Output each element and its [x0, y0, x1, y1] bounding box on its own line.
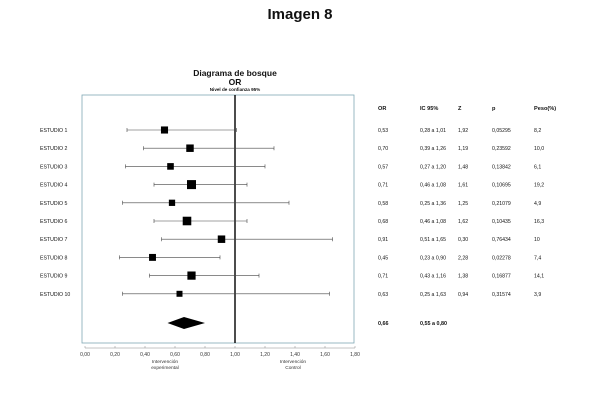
study-marker [176, 290, 183, 297]
table-cell: 0,45 [378, 255, 388, 261]
column-header: Peso(%) [534, 106, 556, 112]
chart-title-line1: Diagrama de bosque [193, 68, 277, 78]
table-cell: 0,25 a 1,36 [420, 201, 446, 207]
table-cell: 0,91 [378, 237, 388, 243]
table-cell: 0,39 a 1,26 [420, 146, 446, 152]
plot-frame [81, 94, 355, 344]
study-marker [168, 199, 176, 206]
pooled-ci: 0,55 a 0,80 [420, 321, 447, 327]
favours-left-label: Intervención [152, 359, 178, 365]
table-cell: 0,46 a 1,08 [420, 183, 446, 189]
table-cell: 0,16877 [492, 274, 511, 280]
table-cell: 0,13842 [492, 164, 511, 170]
table-cell: 19,2 [534, 183, 544, 189]
table-cell: 0,58 [378, 201, 388, 207]
study-label: ESTUDIO 1 [40, 128, 67, 134]
table-cell: 0,53 [378, 128, 388, 134]
table-cell: 0,23592 [492, 146, 511, 152]
x-tick-label: 0,60 [170, 352, 180, 358]
study-label: ESTUDIO 7 [40, 237, 67, 243]
study-marker [187, 180, 196, 190]
table-cell: 0,25 a 1,63 [420, 292, 446, 298]
x-tick-label: 1,80 [350, 352, 360, 358]
table-cell: 0,28 a 1,01 [420, 128, 446, 134]
study-marker [160, 126, 169, 134]
table-cell: 0,21079 [492, 201, 511, 207]
chart-title-line2: OR [228, 77, 242, 87]
study-marker [182, 216, 192, 226]
table-cell: 1,61 [458, 183, 468, 189]
x-tick-label: 1,40 [290, 352, 300, 358]
chart-title: Diagrama de bosque OR [160, 69, 310, 87]
study-label: ESTUDIO 2 [40, 146, 67, 152]
table-cell: 0,43 a 1,16 [420, 274, 446, 280]
table-cell: 4,9 [534, 201, 541, 207]
table-cell: 0,30 [458, 237, 468, 243]
table-cell: 0,05295 [492, 128, 511, 134]
favours-left-label: experimental [151, 365, 178, 371]
table-cell: 1,62 [458, 219, 468, 225]
table-cell: 0,10435 [492, 219, 511, 225]
pooled-diamond [167, 317, 205, 329]
table-cell: 0,23 a 0,90 [420, 255, 446, 261]
study-label: ESTUDIO 4 [40, 183, 67, 189]
study-marker [186, 144, 194, 152]
table-cell: 8,2 [534, 128, 541, 134]
page-title: Imagen 8 [267, 6, 333, 23]
table-cell: 0,71 [378, 274, 388, 280]
x-tick-label: 1,20 [260, 352, 270, 358]
column-header: IC 95% [420, 106, 438, 112]
table-cell: 0,57 [378, 164, 388, 170]
table-cell: 0,46 a 1,08 [420, 219, 446, 225]
table-cell: 0,94 [458, 292, 468, 298]
table-cell: 7,4 [534, 255, 541, 261]
column-header: p [492, 106, 496, 112]
table-cell: 0,31574 [492, 292, 511, 298]
study-marker [167, 163, 174, 170]
table-cell: 1,25 [458, 201, 468, 207]
chart-subtitle: Nivel de confianza 95% [209, 87, 261, 92]
study-label: ESTUDIO 8 [40, 255, 67, 261]
table-cell: 2,28 [458, 255, 468, 261]
table-cell: 0,02278 [492, 255, 511, 261]
study-label: ESTUDIO 6 [40, 219, 67, 225]
table-cell: 3,9 [534, 292, 541, 298]
table-cell: 14,1 [534, 274, 544, 280]
favours-right-label: Control [285, 365, 300, 371]
table-cell: 0,70 [378, 146, 388, 152]
study-label: ESTUDIO 10 [40, 292, 70, 298]
study-marker [149, 253, 156, 261]
table-cell: 0,71 [378, 183, 388, 189]
table-cell: 0,51 a 1,65 [420, 237, 446, 243]
study-marker [187, 271, 196, 280]
study-label: ESTUDIO 3 [40, 164, 67, 170]
table-cell: 1,48 [458, 164, 468, 170]
table-cell: 0,10695 [492, 183, 511, 189]
favours-right-label: Intervención [280, 359, 306, 365]
table-cell: 1,19 [458, 146, 468, 152]
study-label: ESTUDIO 5 [40, 201, 67, 207]
x-tick-label: 1,60 [320, 352, 330, 358]
column-header: Z [458, 106, 462, 112]
x-tick-label: 1,00 [230, 352, 240, 358]
table-cell: 6,1 [534, 164, 541, 170]
table-cell: 0,27 a 1,20 [420, 164, 446, 170]
x-tick-label: 0,80 [200, 352, 210, 358]
table-cell: 0,63 [378, 292, 388, 298]
x-tick-label: 0,00 [80, 352, 90, 358]
table-cell: 0,68 [378, 219, 388, 225]
x-tick-label: 0,40 [140, 352, 150, 358]
table-cell: 0,76434 [492, 237, 511, 243]
table-cell: 1,38 [458, 274, 468, 280]
table-cell: 10,0 [534, 146, 544, 152]
table-cell: 1,92 [458, 128, 468, 134]
column-header: OR [378, 106, 386, 112]
pooled-or: 0,66 [378, 321, 389, 327]
table-cell: 10 [534, 237, 540, 243]
table-cell: 16,3 [534, 219, 544, 225]
x-tick-label: 0,20 [110, 352, 120, 358]
study-marker [217, 235, 226, 243]
study-label: ESTUDIO 9 [40, 274, 67, 280]
